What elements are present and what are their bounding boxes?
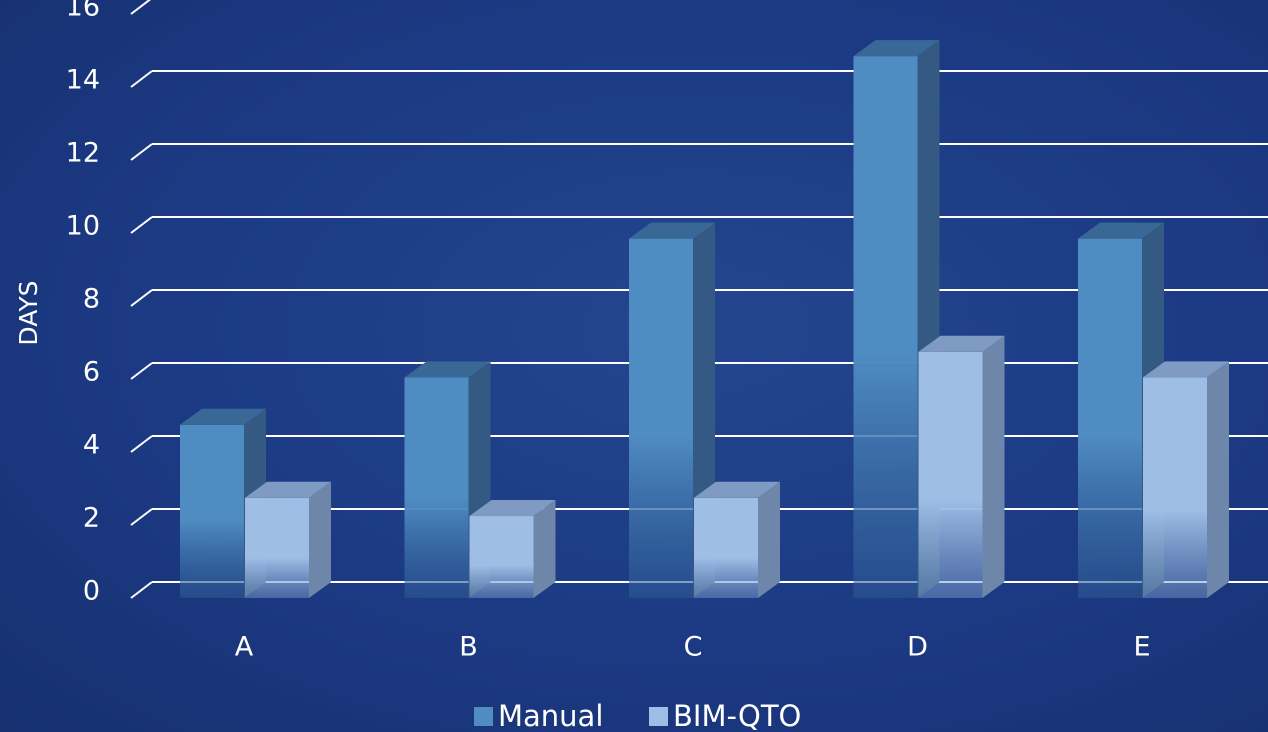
bar-bim-qto-c — [694, 481, 780, 598]
bar-top-face — [853, 40, 940, 57]
bar-top-face — [1078, 222, 1164, 239]
bar-side-face — [1207, 361, 1229, 598]
bar-bim-qto-b — [469, 500, 556, 598]
bar-manual-c — [629, 222, 715, 598]
legend: Manual BIM-QTO — [474, 699, 801, 732]
bar-front-face — [1078, 238, 1142, 598]
bar-bim-qto-e — [1143, 361, 1229, 598]
x-tick-label: B — [459, 632, 478, 663]
gridline-diagonal — [130, 70, 153, 88]
bar-front-face — [853, 56, 918, 598]
gridline-diagonal — [130, 143, 153, 161]
gridline-diagonal — [130, 362, 153, 380]
y-tick-label: 10 — [66, 211, 100, 242]
bar-front-face — [629, 238, 693, 598]
y-tick-label: 14 — [66, 65, 100, 96]
legend-swatch — [649, 707, 668, 726]
y-tick-label: 0 — [83, 576, 100, 607]
gridline-diagonal — [130, 508, 153, 526]
y-tick-label: 6 — [83, 357, 100, 388]
gridline-diagonal — [130, 289, 153, 307]
y-tick-label: 2 — [83, 503, 100, 534]
bar-front-face — [245, 497, 309, 598]
legend-swatch — [474, 707, 493, 726]
bar-top-face — [245, 481, 331, 498]
bar-top-face — [1143, 361, 1229, 378]
y-tick-label: 12 — [66, 138, 100, 169]
bar-top-face — [694, 481, 780, 498]
bar-side-face — [982, 335, 1005, 598]
bar-front-face — [918, 351, 983, 598]
gridline-diagonal — [130, 435, 153, 453]
bar-front-face — [180, 424, 244, 598]
bar-top-face — [180, 408, 266, 425]
bar-manual-d — [853, 40, 940, 598]
bar-top-face — [469, 500, 556, 517]
y-axis-title: DAYS — [14, 280, 43, 345]
y-tick-labels: 0 2 4 6 8 10 12 14 16 — [66, 0, 100, 607]
x-tick-label: A — [235, 632, 254, 663]
gridline-diagonal — [130, 0, 152, 15]
bar-top-face — [918, 335, 1005, 352]
bars — [180, 40, 1229, 598]
y-tick-label: 4 — [83, 430, 100, 461]
legend-label: Manual — [498, 699, 603, 732]
bar-bim-qto-d — [918, 335, 1005, 598]
x-tick-label: E — [1133, 632, 1150, 663]
x-tick-label: C — [684, 632, 703, 663]
bar-side-face — [533, 500, 556, 598]
bar-bim-qto-a — [245, 481, 331, 598]
bar-side-face — [758, 481, 780, 598]
bar-front-face — [469, 516, 534, 598]
legend-item-bim-qto: BIM-QTO — [649, 699, 801, 732]
y-tick-label: 8 — [83, 284, 100, 315]
bar-top-face — [404, 361, 491, 378]
x-tick-labels: A B C D E — [235, 632, 1151, 663]
gridline-diagonal — [130, 581, 153, 599]
bar-front-face — [694, 497, 758, 598]
bar-side-face — [309, 481, 331, 598]
bar-top-face — [629, 222, 715, 239]
y-tick-label: 16 — [66, 0, 100, 23]
legend-item-manual: Manual — [474, 699, 603, 732]
x-tick-label: D — [907, 632, 928, 663]
gridline-diagonal — [130, 216, 153, 234]
bar-front-face — [404, 377, 469, 598]
legend-label: BIM-QTO — [673, 699, 801, 732]
bar-front-face — [1143, 377, 1207, 598]
